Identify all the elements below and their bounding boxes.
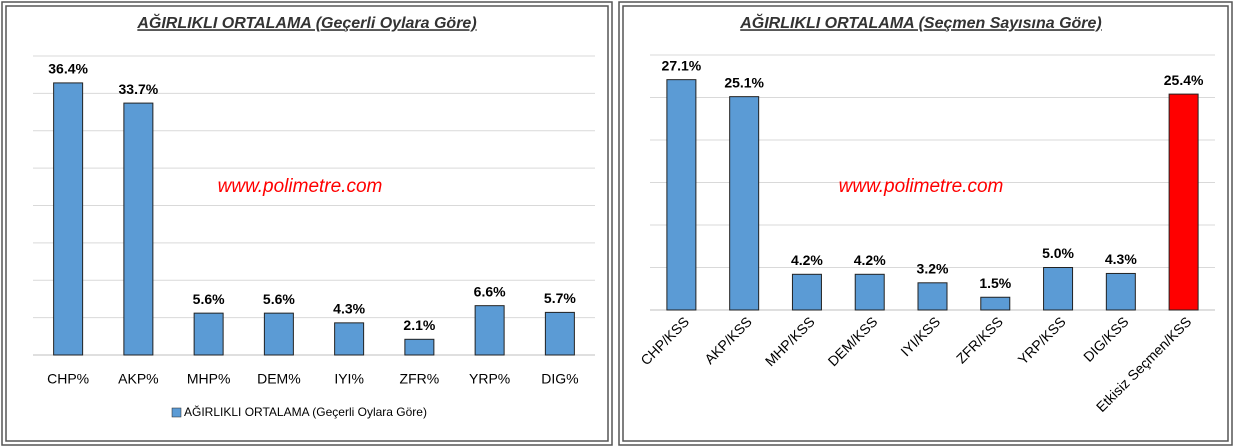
x-tick-label: DEM/KSS — [825, 313, 881, 369]
x-tick-label: ZFR% — [400, 371, 440, 387]
x-tick-label: CHP/KSS — [637, 313, 692, 368]
data-label: 4.2% — [854, 252, 886, 268]
panel-border — [618, 1, 1233, 446]
bar — [193, 312, 224, 356]
bar — [1168, 93, 1199, 311]
bar — [123, 102, 154, 356]
panel-border — [5, 5, 609, 442]
data-label: 25.4% — [1164, 72, 1204, 88]
x-tick-label: AKP% — [118, 371, 158, 387]
bar — [980, 296, 1011, 311]
x-tick-label: DEM% — [257, 371, 301, 387]
bar — [404, 338, 435, 356]
bar — [544, 311, 575, 356]
data-label: 5.7% — [544, 290, 576, 306]
data-label: 33.7% — [119, 81, 159, 97]
data-label: 25.1% — [724, 74, 764, 90]
data-label: 5.6% — [193, 291, 225, 307]
watermark: www.polimetre.com — [218, 176, 383, 197]
bar — [474, 305, 505, 356]
x-tick-label: DIG% — [541, 371, 578, 387]
panel-border — [622, 5, 1229, 442]
chart-title: AĞIRLIKLI ORTALAMA (Geçerli Oylara Göre) — [136, 13, 476, 32]
x-tick-label: DIG/KSS — [1080, 313, 1131, 364]
bar — [729, 96, 760, 311]
bar — [334, 322, 365, 356]
x-tick-label: IYI/KSS — [897, 313, 943, 359]
data-label: 6.6% — [474, 283, 506, 299]
bar — [1043, 267, 1074, 311]
x-tick-label: AKP/KSS — [701, 313, 755, 367]
data-label: 4.3% — [1105, 251, 1137, 267]
data-label: 2.1% — [403, 317, 435, 333]
data-label: 1.5% — [979, 275, 1011, 291]
bar — [917, 282, 948, 311]
data-label: 4.2% — [791, 252, 823, 268]
data-label: 5.6% — [263, 291, 295, 307]
legend-swatch — [171, 407, 182, 418]
bar — [854, 273, 885, 311]
x-tick-label: IYI% — [334, 371, 364, 387]
data-label: 36.4% — [48, 61, 88, 77]
legend-label: AĞIRLIKLI ORTALAMA (Geçerli Oylara Göre) — [184, 404, 427, 419]
watermark: www.polimetre.com — [839, 176, 1004, 197]
x-tick-label: CHP% — [47, 371, 89, 387]
bar — [53, 82, 84, 356]
x-tick-label: MHP/KSS — [762, 313, 818, 369]
data-label: 4.3% — [333, 301, 365, 317]
bar — [263, 312, 294, 356]
bar — [1105, 272, 1136, 311]
data-label: 27.1% — [662, 57, 702, 73]
chart-title: AĞIRLIKLI ORTALAMA (Seçmen Sayısına Göre… — [739, 13, 1102, 32]
x-tick-label: YRP/KSS — [1015, 313, 1069, 367]
data-label: 5.0% — [1042, 245, 1074, 261]
panel-border — [1, 1, 613, 446]
x-tick-label: MHP% — [187, 371, 231, 387]
data-label: 3.2% — [917, 261, 949, 277]
x-tick-label: ZFR/KSS — [953, 313, 1006, 366]
bar — [791, 273, 822, 311]
x-tick-label: YRP% — [469, 371, 510, 387]
bar — [666, 79, 697, 311]
